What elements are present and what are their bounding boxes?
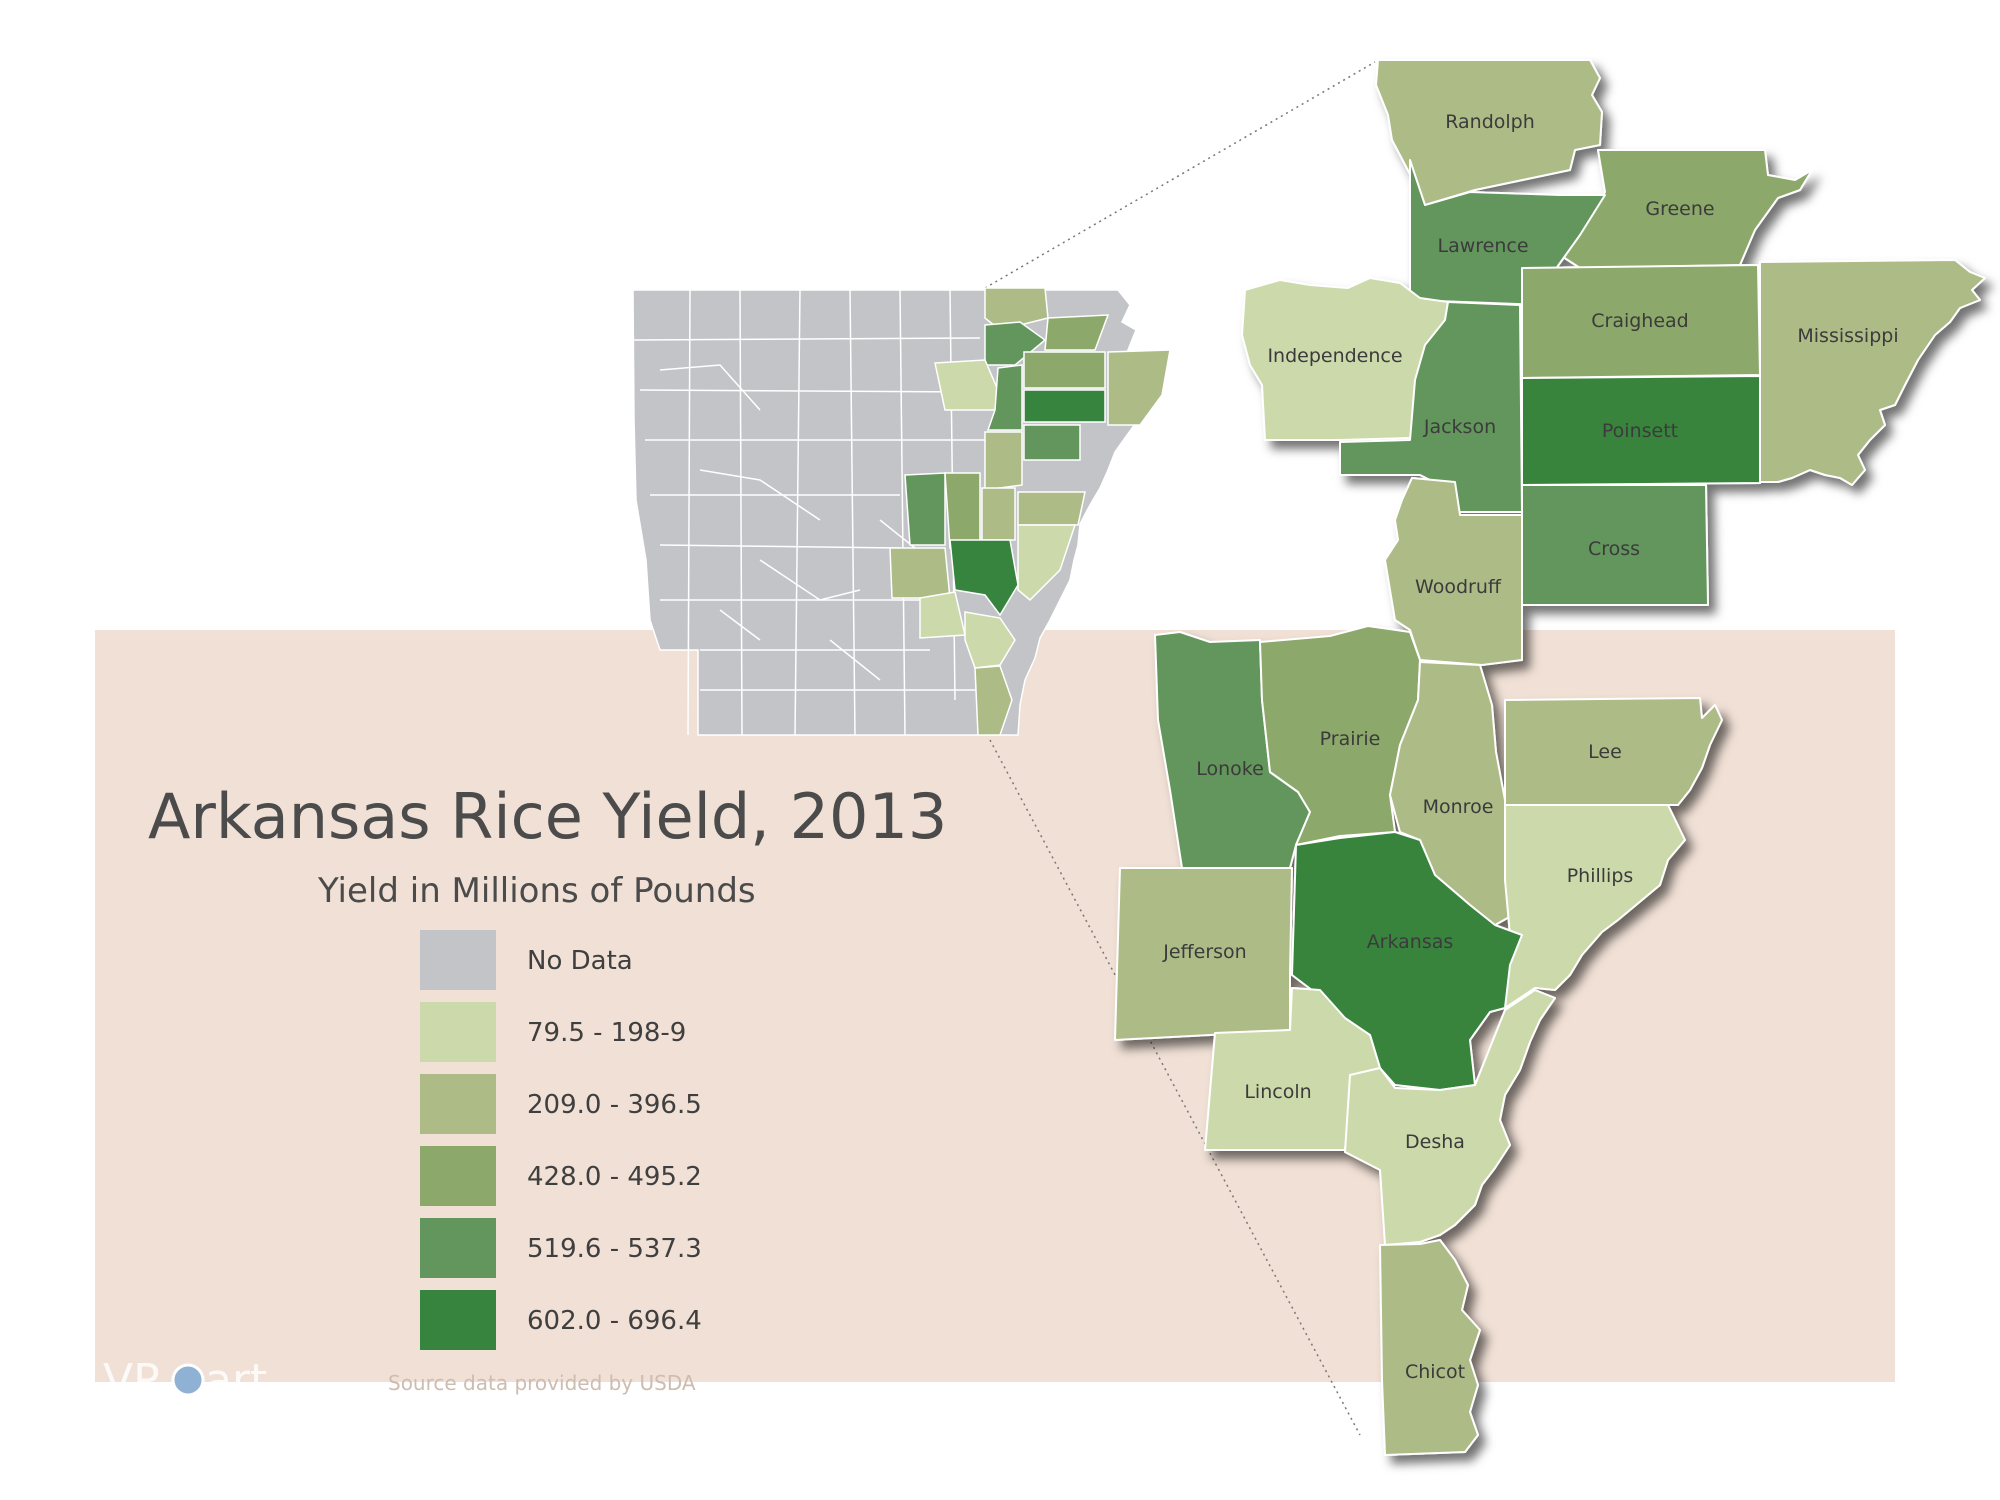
state-county-grid xyxy=(632,289,1000,736)
legend-label-class2: 209.0 - 396.5 xyxy=(527,1090,702,1120)
legend-swatch-class1 xyxy=(420,1002,496,1062)
label-lee: Lee xyxy=(1588,741,1622,763)
inset-prairie xyxy=(944,472,981,551)
inset-woodruff xyxy=(984,431,1023,491)
county-lincoln[interactable] xyxy=(1204,987,1381,1151)
inset-mississippi xyxy=(1107,349,1171,426)
inset-lee xyxy=(1017,491,1086,526)
globe-icon xyxy=(171,1363,205,1397)
county-randolph[interactable] xyxy=(1375,59,1603,206)
legend-swatch-class3 xyxy=(420,1146,496,1206)
inset-jefferson xyxy=(889,547,951,599)
county-mississippi[interactable] xyxy=(1759,259,1986,486)
label-jefferson: Jefferson xyxy=(1162,941,1246,963)
label-woodruff: Woodruff xyxy=(1415,576,1502,598)
label-poinsett: Poinsett xyxy=(1602,420,1678,442)
inset-phillips xyxy=(1017,524,1077,602)
label-independence: Independence xyxy=(1267,345,1402,367)
label-chicot: Chicot xyxy=(1405,1361,1465,1383)
state-inset-map xyxy=(632,287,1171,736)
inset-craighead xyxy=(1023,351,1106,389)
legend-label-no-data: No Data xyxy=(527,946,633,976)
label-phillips: Phillips xyxy=(1567,865,1634,887)
logo-text-right: art xyxy=(205,1355,267,1406)
inset-lonoke xyxy=(904,472,946,546)
county-prairie[interactable] xyxy=(1259,625,1421,846)
inset-rice-counties xyxy=(889,287,1171,736)
label-desha: Desha xyxy=(1405,1131,1465,1153)
legend-swatch-class5 xyxy=(420,1290,496,1350)
label-jackson: Jackson xyxy=(1423,416,1496,438)
label-monroe: Monroe xyxy=(1423,796,1494,818)
label-cross: Cross xyxy=(1588,538,1640,560)
inset-desha xyxy=(964,611,1016,669)
label-lawrence: Lawrence xyxy=(1437,235,1528,257)
county-desha[interactable] xyxy=(1344,989,1556,1246)
county-poinsett[interactable] xyxy=(1521,375,1761,486)
legend-label-class3: 428.0 - 495.2 xyxy=(527,1162,702,1192)
label-craighead: Craighead xyxy=(1591,310,1689,332)
label-randolph: Randolph xyxy=(1445,111,1535,133)
legend-swatch-no-data xyxy=(420,930,496,990)
inset-greene xyxy=(1044,314,1110,351)
label-prairie: Prairie xyxy=(1320,728,1381,750)
label-lincoln: Lincoln xyxy=(1244,1081,1311,1103)
inset-cross xyxy=(1023,424,1081,461)
county-labels: Randolph Greene Lawrence Craighead Missi… xyxy=(1162,111,1898,1383)
legend-label-class5: 602.0 - 696.4 xyxy=(527,1306,702,1336)
label-arkansas: Arkansas xyxy=(1367,931,1454,953)
label-greene: Greene xyxy=(1645,198,1714,220)
vpcart-logo: VP art xyxy=(103,1355,267,1406)
inset-chicot xyxy=(974,665,1013,736)
county-chicot[interactable] xyxy=(1379,1239,1481,1456)
legend-subtitle: Yield in Millions of Pounds xyxy=(317,871,756,911)
inset-poinsett xyxy=(1023,389,1106,423)
inset-jackson xyxy=(986,364,1023,431)
logo-text-left: VP xyxy=(103,1355,160,1406)
label-lonoke: Lonoke xyxy=(1196,758,1264,780)
inset-arkansas xyxy=(949,539,1019,617)
label-mississippi: Mississippi xyxy=(1797,325,1898,347)
legend-label-class1: 79.5 - 198-9 xyxy=(527,1018,686,1048)
legend-swatch-class4 xyxy=(420,1218,496,1278)
county-map: Randolph Greene Lawrence Craighead Missi… xyxy=(1114,59,1986,1456)
legend-swatch-class2 xyxy=(420,1074,496,1134)
legend-label-class4: 519.6 - 537.3 xyxy=(527,1234,702,1264)
inset-monroe xyxy=(981,487,1016,541)
legend: No Data 79.5 - 198-9 209.0 - 396.5 428.0… xyxy=(420,930,702,1350)
zoom-guide-top xyxy=(984,61,1376,289)
source-note: Source data provided by USDA xyxy=(388,1371,696,1395)
map-title: Arkansas Rice Yield, 2013 xyxy=(148,780,947,853)
